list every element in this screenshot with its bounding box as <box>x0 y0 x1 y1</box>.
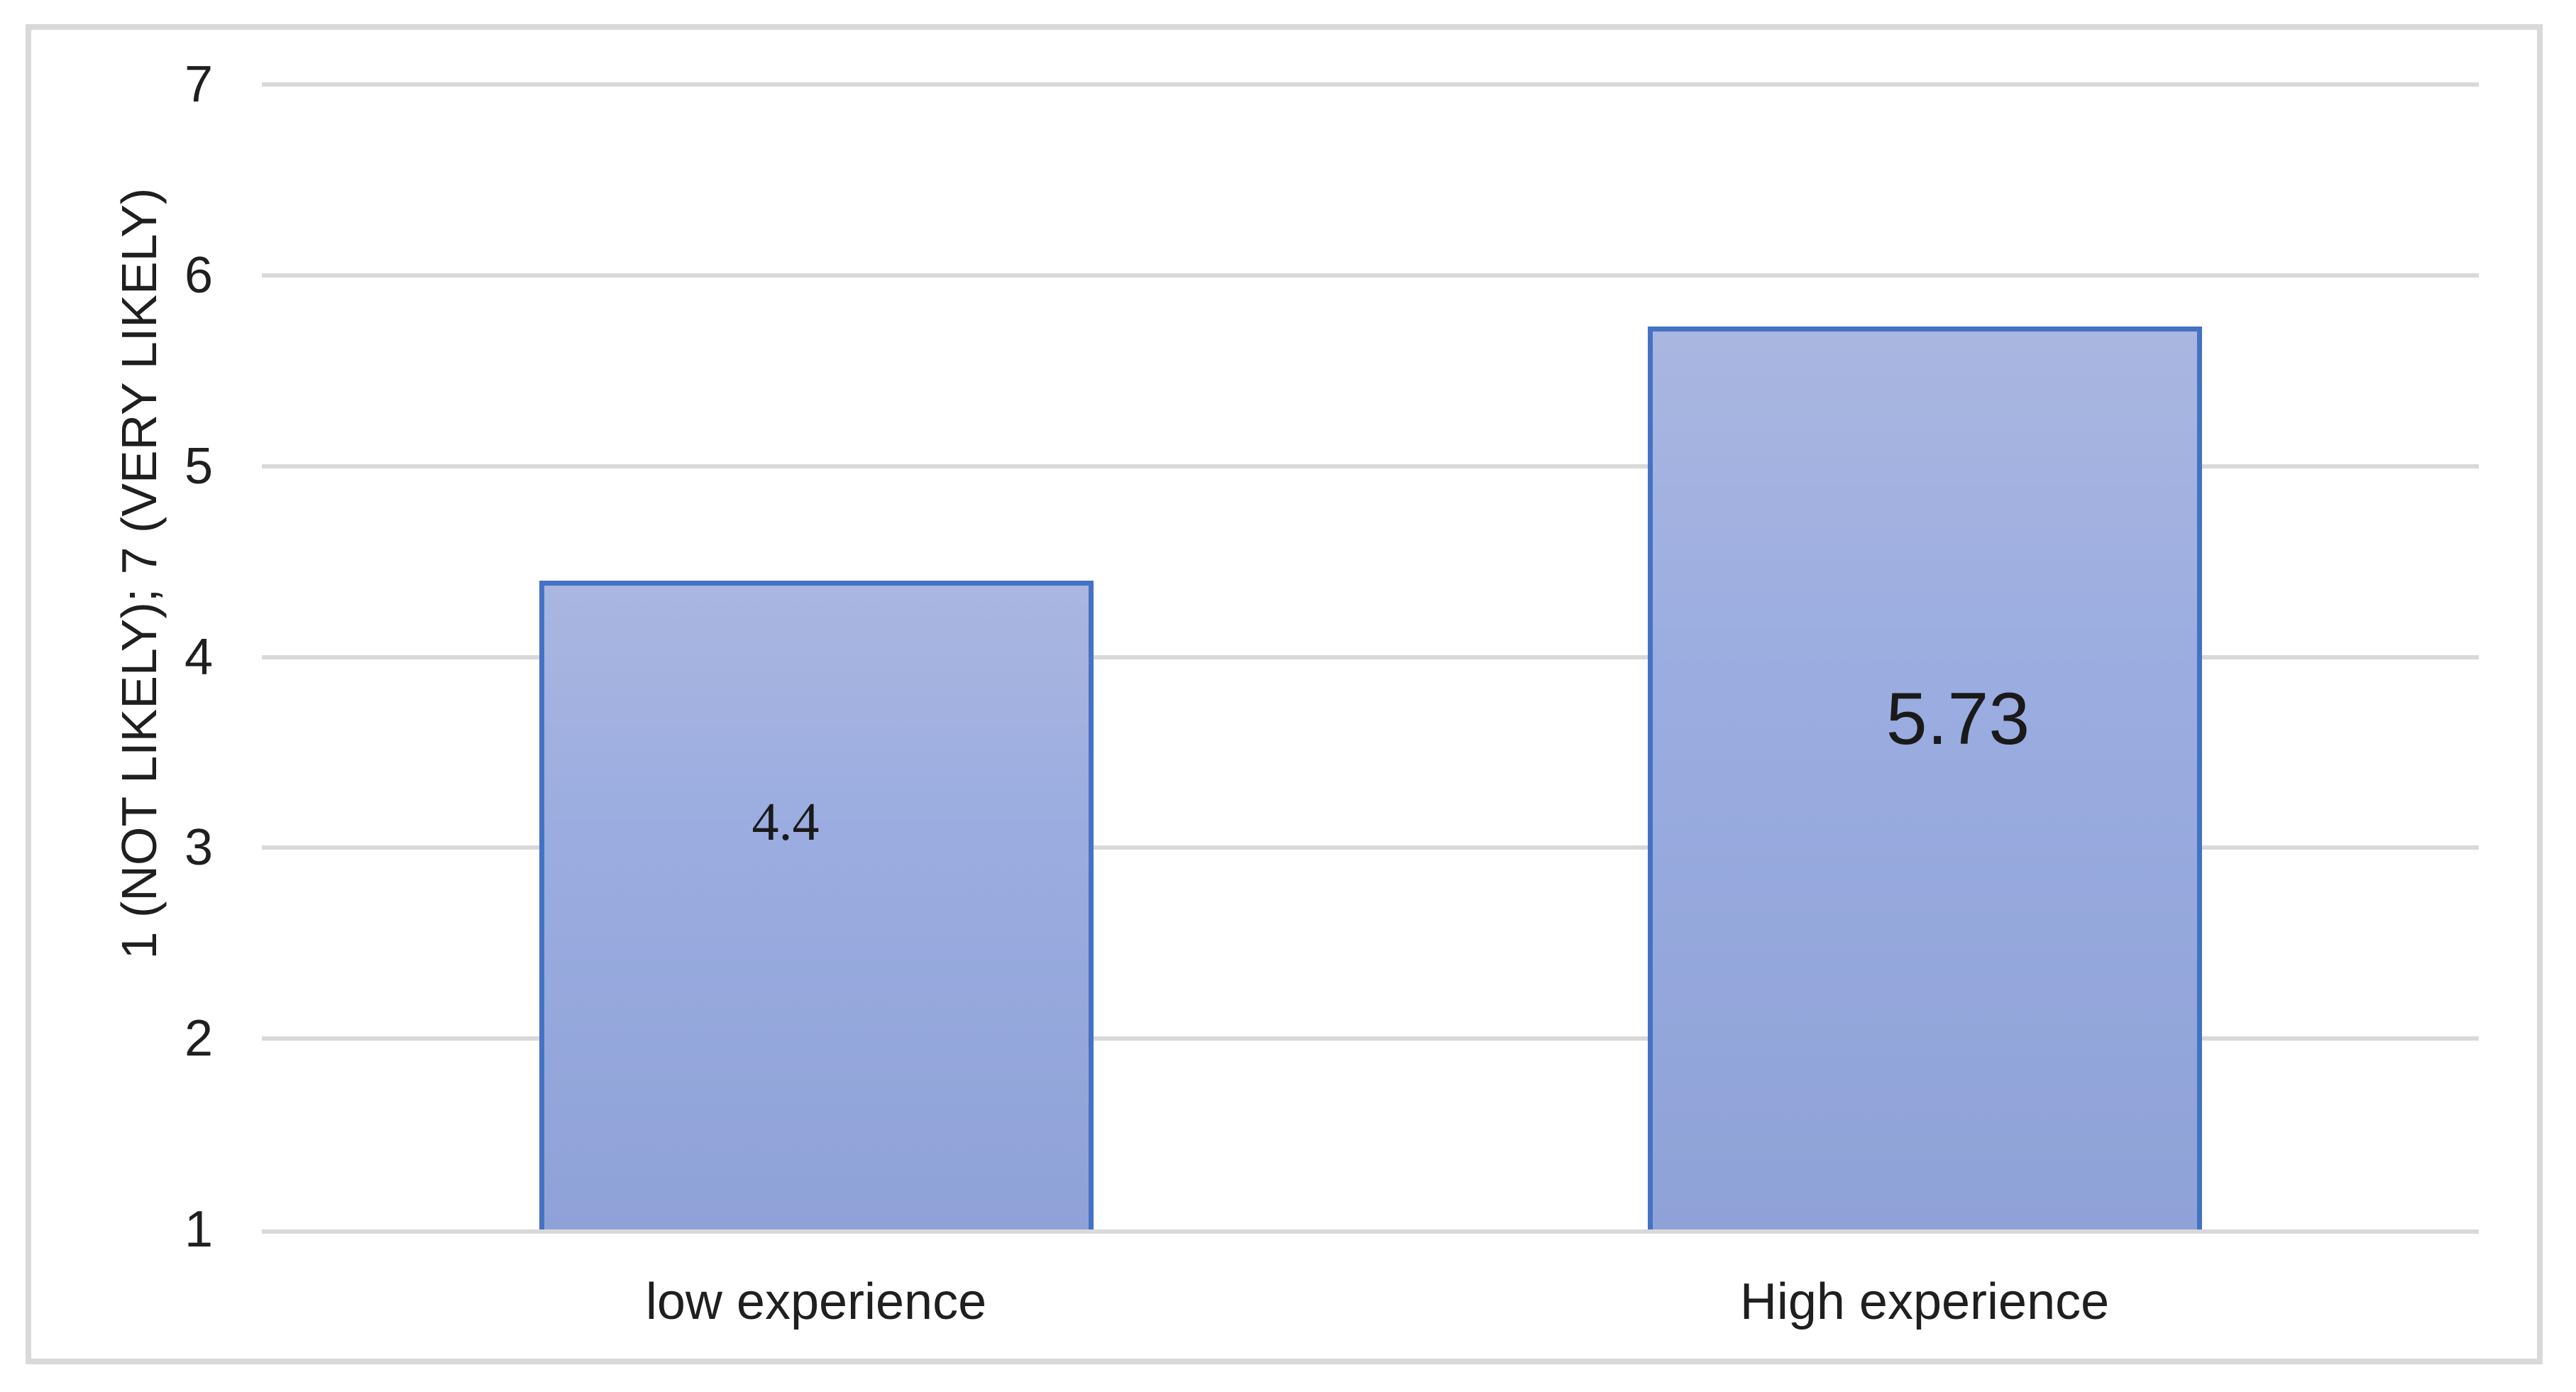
data-label: 4.4 <box>752 792 820 852</box>
data-label: 5.73 <box>1886 678 2030 760</box>
gridline-y-5 <box>262 464 2479 468</box>
gridline-y-2 <box>262 1036 2479 1041</box>
category-label-high-experience: High experience <box>1739 1273 2110 1330</box>
y-tick-label-3: 3 <box>184 819 213 876</box>
gridline-y-4 <box>262 655 2479 659</box>
y-tick-label-6: 6 <box>184 247 213 304</box>
gridline-y-3 <box>262 845 2479 850</box>
gridline-y-6 <box>262 273 2479 278</box>
y-tick-label-7: 7 <box>184 56 213 113</box>
plot-area: 4.4 5.73 <box>262 82 2479 1234</box>
y-tick-label-2: 2 <box>184 1010 213 1067</box>
bar-high-experience: 5.73 <box>1648 327 2202 1229</box>
gridline-y-7 <box>262 82 2479 87</box>
y-tick-label-4: 4 <box>184 629 213 686</box>
gridline-y-1 <box>262 1229 2479 1234</box>
category-label-low-experience: low experience <box>645 1273 987 1330</box>
bar-low-experience: 4.4 <box>539 581 1094 1229</box>
y-tick-label-1: 1 <box>184 1201 213 1258</box>
y-tick-label-5: 5 <box>184 438 213 495</box>
